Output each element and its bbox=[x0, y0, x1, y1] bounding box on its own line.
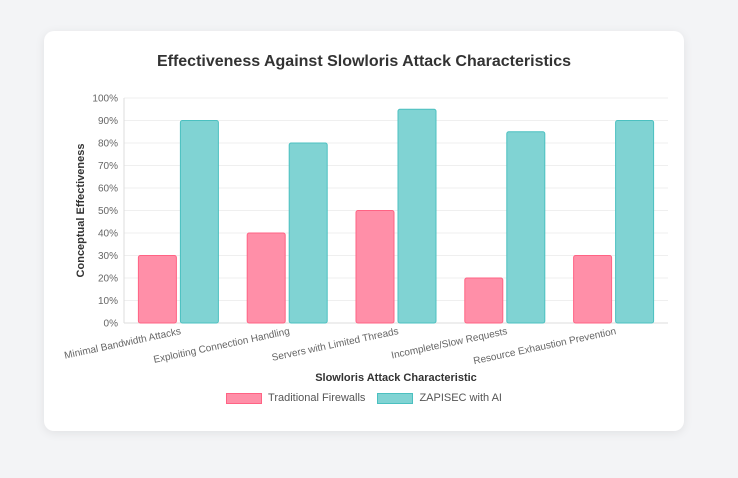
y-tick-label: 70% bbox=[98, 161, 118, 172]
x-tick-label: Servers with Limited Threads bbox=[271, 326, 400, 364]
y-tick-label: 0% bbox=[104, 319, 119, 330]
legend-swatch bbox=[377, 392, 414, 404]
bar bbox=[397, 108, 437, 324]
bar-chart: 0%10%20%30%40%50%60%70%80%90%100%Minimal… bbox=[63, 94, 668, 384]
y-tick-label: 100% bbox=[92, 94, 118, 105]
y-tick-label: 20% bbox=[98, 274, 118, 285]
legend-item[interactable]: ZAPISEC with AI bbox=[377, 392, 502, 404]
bar bbox=[615, 120, 655, 324]
bar bbox=[137, 255, 177, 324]
chart-card: Effectiveness Against Slowloris Attack C… bbox=[44, 31, 684, 431]
legend-label: Traditional Firewalls bbox=[268, 392, 366, 404]
bar bbox=[179, 120, 219, 324]
bar bbox=[506, 131, 546, 324]
y-tick-label: 30% bbox=[98, 251, 118, 262]
bar bbox=[355, 210, 395, 324]
y-tick-label: 80% bbox=[98, 139, 118, 150]
x-axis-title: Slowloris Attack Characteristic bbox=[315, 372, 477, 384]
bar bbox=[464, 277, 504, 324]
bar bbox=[288, 142, 328, 324]
legend-item[interactable]: Traditional Firewalls bbox=[226, 392, 365, 404]
bar bbox=[246, 232, 286, 324]
y-tick-label: 10% bbox=[98, 296, 118, 307]
legend-label: ZAPISEC with AI bbox=[419, 392, 502, 404]
y-tick-label: 60% bbox=[98, 184, 118, 195]
y-tick-label: 90% bbox=[98, 116, 118, 127]
chart-title: Effectiveness Against Slowloris Attack C… bbox=[156, 53, 572, 70]
legend-swatch bbox=[226, 392, 263, 404]
chart-legend: Traditional Firewalls ZAPISEC with AI bbox=[44, 392, 684, 404]
y-axis-title: Conceptual Effectiveness bbox=[75, 144, 87, 278]
bar bbox=[573, 255, 613, 324]
y-tick-label: 50% bbox=[98, 206, 118, 217]
y-tick-label: 40% bbox=[98, 229, 118, 240]
